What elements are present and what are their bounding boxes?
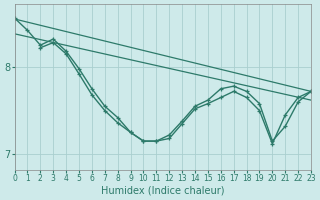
X-axis label: Humidex (Indice chaleur): Humidex (Indice chaleur) bbox=[101, 186, 225, 196]
